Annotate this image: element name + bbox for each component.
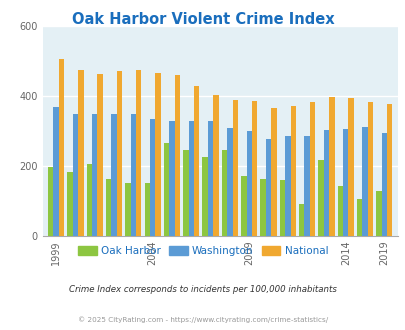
Bar bbox=[174, 75, 180, 236]
Bar bbox=[227, 128, 232, 236]
Bar bbox=[318, 160, 323, 236]
Bar bbox=[130, 115, 136, 236]
Bar bbox=[271, 109, 276, 236]
Bar bbox=[386, 104, 392, 236]
Bar bbox=[375, 190, 381, 236]
Bar bbox=[92, 115, 97, 236]
Bar bbox=[67, 172, 72, 236]
Text: © 2025 CityRating.com - https://www.cityrating.com/crime-statistics/: © 2025 CityRating.com - https://www.city… bbox=[78, 317, 327, 323]
Bar bbox=[367, 102, 372, 236]
Bar bbox=[232, 100, 237, 236]
Bar bbox=[298, 204, 304, 236]
Bar bbox=[125, 182, 130, 236]
Bar bbox=[337, 186, 342, 236]
Bar bbox=[260, 179, 265, 236]
Bar bbox=[188, 121, 194, 236]
Bar bbox=[241, 176, 246, 236]
Bar bbox=[144, 183, 149, 236]
Bar bbox=[59, 59, 64, 236]
Bar bbox=[111, 115, 117, 236]
Bar bbox=[149, 119, 155, 236]
Bar bbox=[136, 70, 141, 236]
Bar bbox=[265, 139, 271, 236]
Bar bbox=[169, 121, 174, 236]
Bar bbox=[221, 150, 227, 236]
Bar bbox=[284, 136, 290, 236]
Bar bbox=[117, 71, 122, 236]
Bar bbox=[97, 74, 102, 236]
Legend: Oak Harbor, Washington, National: Oak Harbor, Washington, National bbox=[73, 242, 332, 260]
Bar bbox=[53, 107, 59, 236]
Bar bbox=[381, 133, 386, 236]
Bar bbox=[106, 179, 111, 236]
Bar bbox=[246, 131, 251, 236]
Bar bbox=[304, 136, 309, 236]
Bar bbox=[194, 86, 199, 236]
Bar bbox=[72, 115, 78, 236]
Bar bbox=[86, 164, 92, 236]
Bar bbox=[251, 101, 257, 236]
Bar bbox=[309, 102, 314, 236]
Bar bbox=[183, 150, 188, 236]
Bar bbox=[202, 157, 207, 236]
Bar bbox=[207, 121, 213, 236]
Bar bbox=[279, 180, 284, 236]
Bar bbox=[323, 130, 328, 236]
Bar bbox=[164, 144, 169, 236]
Bar bbox=[347, 98, 353, 236]
Bar bbox=[342, 129, 347, 236]
Bar bbox=[155, 73, 160, 236]
Text: Crime Index corresponds to incidents per 100,000 inhabitants: Crime Index corresponds to incidents per… bbox=[69, 285, 336, 294]
Bar bbox=[328, 97, 334, 236]
Bar bbox=[78, 70, 83, 236]
Bar bbox=[362, 127, 367, 236]
Bar bbox=[290, 106, 295, 236]
Bar bbox=[213, 94, 218, 236]
Text: Oak Harbor Violent Crime Index: Oak Harbor Violent Crime Index bbox=[72, 12, 333, 26]
Bar bbox=[356, 199, 362, 236]
Bar bbox=[48, 167, 53, 236]
